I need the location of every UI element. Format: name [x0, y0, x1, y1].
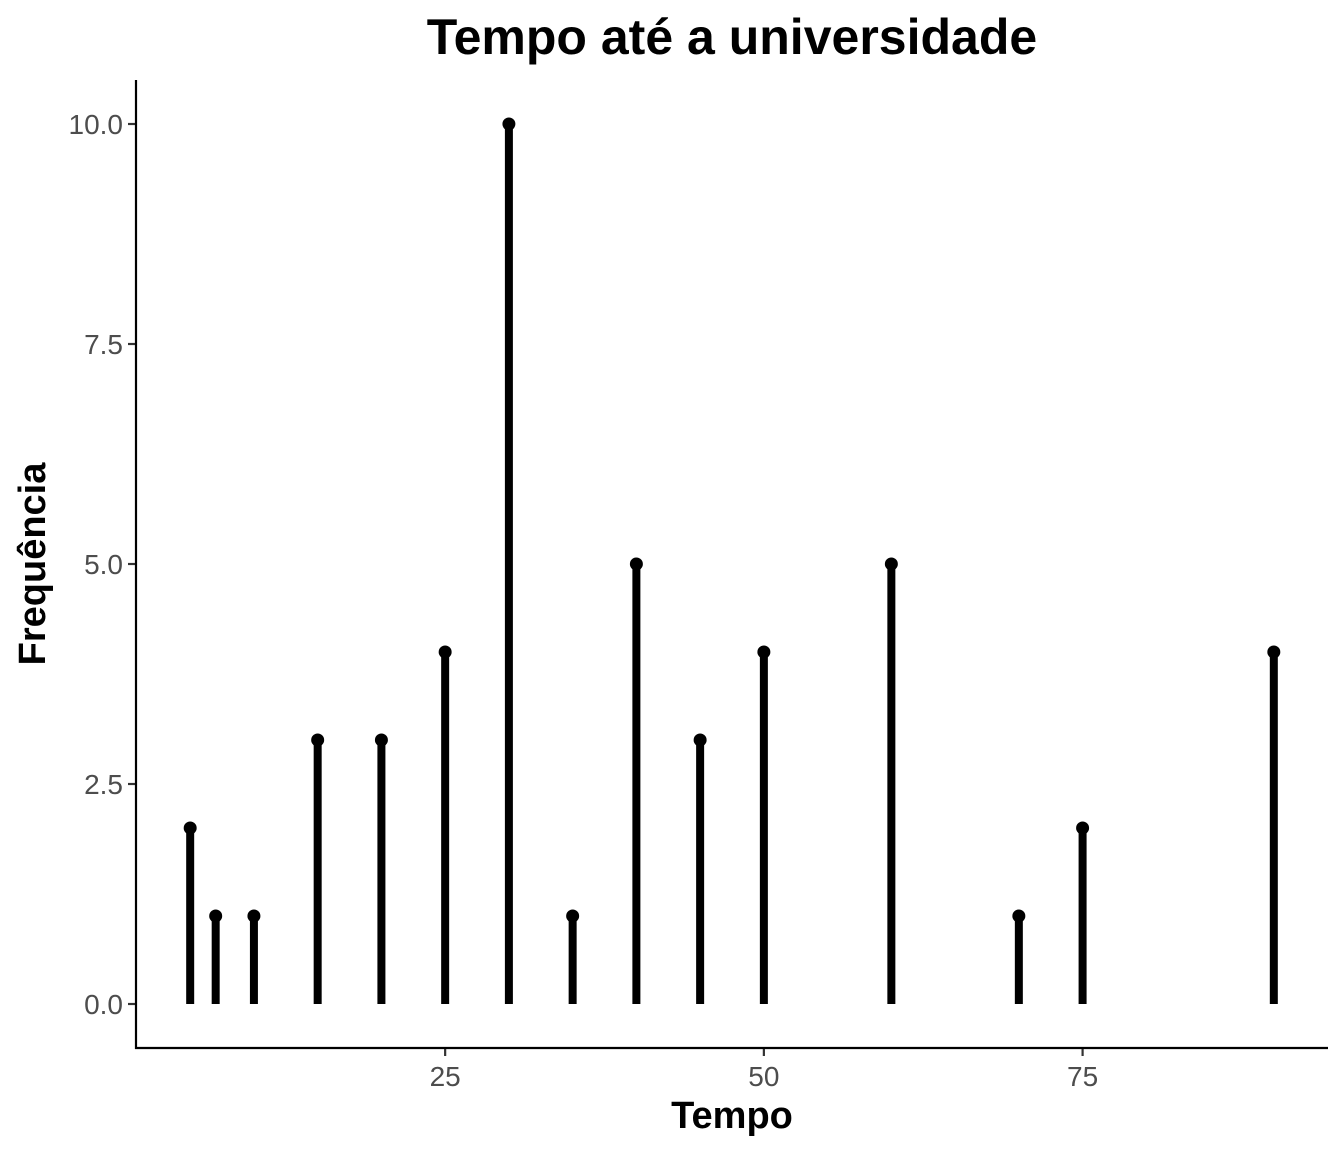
lollipop-point — [693, 733, 707, 747]
x-tick-label: 75 — [1067, 1061, 1098, 1092]
lollipop-point — [566, 909, 580, 923]
x-tick-label: 50 — [748, 1061, 779, 1092]
y-tick-label: 0.0 — [84, 989, 123, 1020]
lollipop-point — [629, 557, 643, 571]
lollipop-point — [757, 645, 771, 659]
lollipop-point — [1267, 645, 1281, 659]
y-tick-label: 5.0 — [84, 549, 123, 580]
lollipop-point — [311, 733, 325, 747]
x-axis-title: Tempo — [671, 1095, 793, 1137]
lollipop-point — [247, 909, 261, 923]
lollipop-point — [884, 557, 898, 571]
lollipop-point — [374, 733, 388, 747]
lollipop-point — [502, 117, 516, 131]
y-tick-label: 7.5 — [84, 329, 123, 360]
y-tick-label: 10.0 — [69, 109, 124, 140]
y-axis: 0.0 2.5 5.0 7.5 10.0 — [69, 109, 136, 1020]
y-tick-label: 2.5 — [84, 769, 123, 800]
lollipop-point — [438, 645, 452, 659]
chart-marks — [183, 117, 1281, 1004]
lollipop-point — [183, 821, 197, 835]
y-axis-title: Frequência — [12, 462, 54, 666]
lollipop-point — [1076, 821, 1090, 835]
lollipop-point — [1012, 909, 1026, 923]
lollipop-point — [209, 909, 223, 923]
x-tick-label: 25 — [430, 1061, 461, 1092]
chart-title: Tempo até a universidade — [427, 9, 1037, 65]
x-axis: 25 50 75 — [430, 1048, 1098, 1092]
